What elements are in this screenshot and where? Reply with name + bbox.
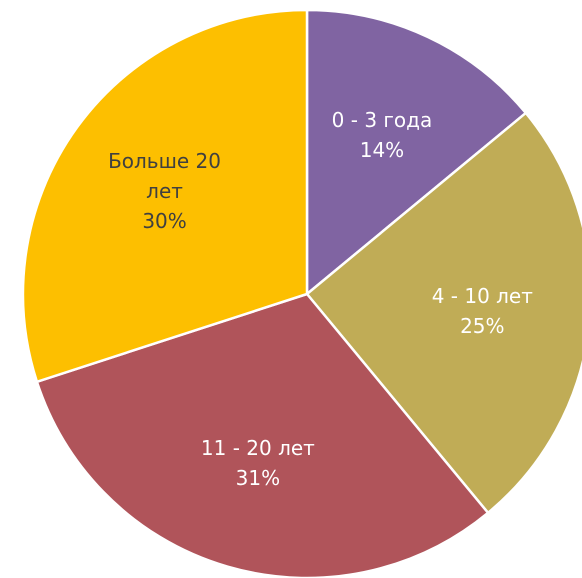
category-label: 4 - 10 лет	[431, 283, 533, 308]
value-label: 31%	[235, 466, 281, 491]
pie-slice	[305, 8, 528, 297]
value-label: 30%	[142, 208, 187, 233]
value-label: 25%	[460, 313, 505, 338]
pie-slice	[35, 292, 490, 578]
pie-slice	[21, 8, 309, 384]
value-label: 14%	[359, 137, 405, 162]
slice-label: 0 - 3 года 14%	[297, 105, 467, 165]
pie-slice	[305, 111, 582, 515]
slice-label: Больше 20 лет 30%	[80, 146, 250, 236]
category-label: 11 - 20 лет	[200, 436, 315, 461]
category-label: Больше 20 лет	[108, 148, 222, 203]
slice-label: 4 - 10 лет 25%	[397, 281, 567, 341]
slice-label: 11 - 20 лет 31%	[173, 433, 343, 493]
category-label: 0 - 3 года	[331, 107, 433, 132]
